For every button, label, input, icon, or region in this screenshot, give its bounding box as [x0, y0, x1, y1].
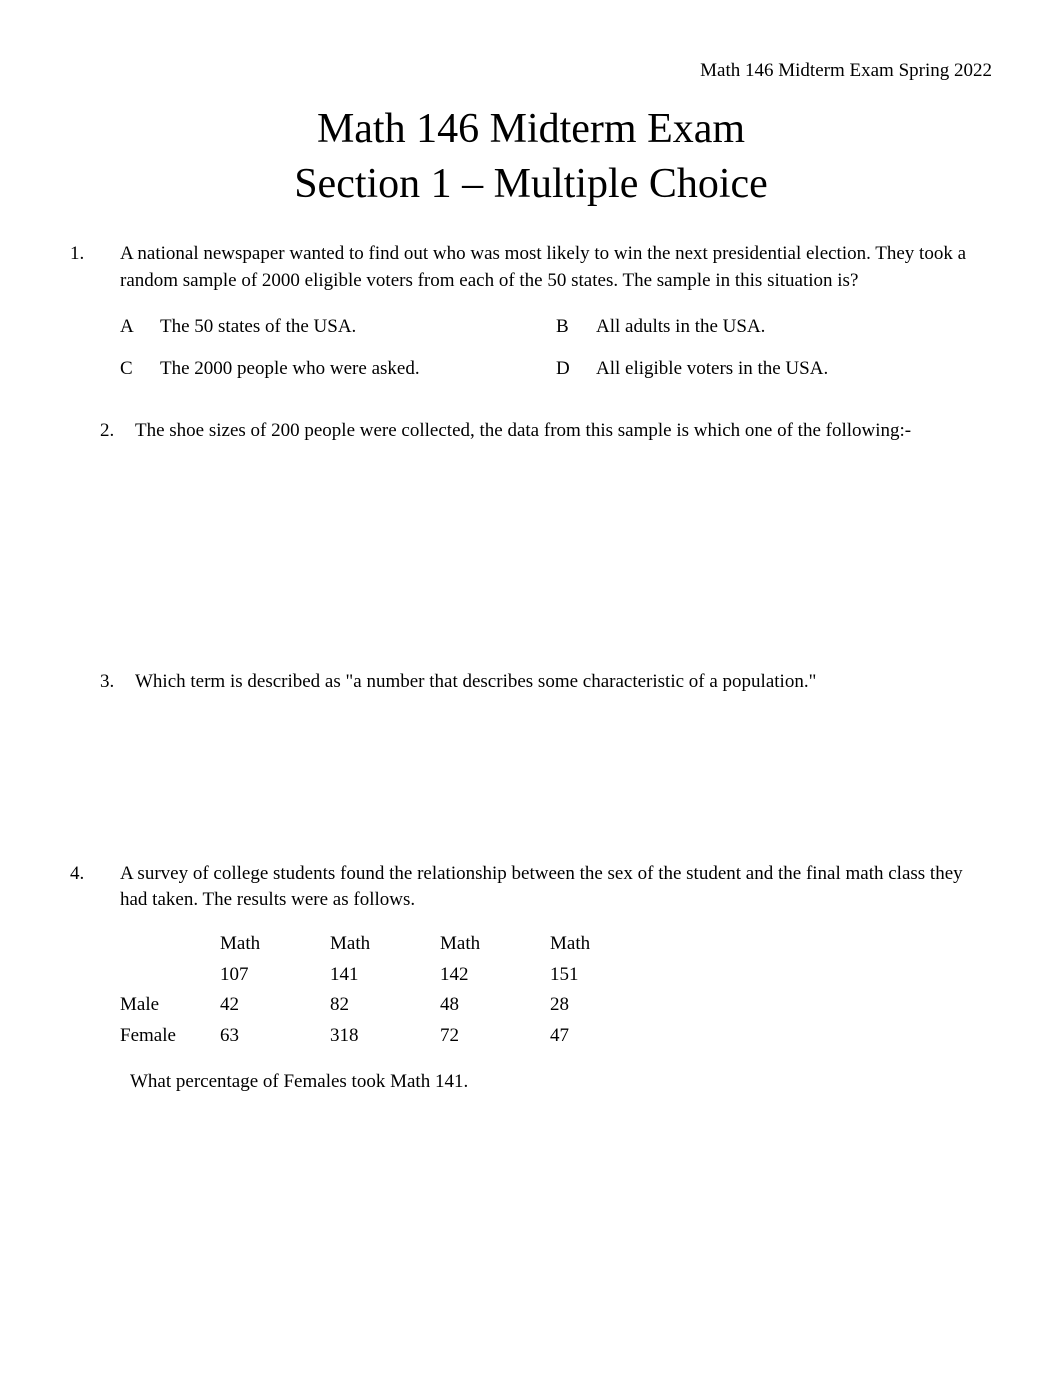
- q2-text: The shoe sizes of 200 people were collec…: [135, 418, 992, 445]
- blank-space: [70, 731, 992, 861]
- table-cell: 42: [220, 990, 330, 1021]
- option-letter: C: [120, 356, 160, 383]
- option-text: All eligible voters in the USA.: [596, 356, 992, 383]
- table-header: 142: [440, 960, 550, 991]
- option-letter: D: [556, 356, 596, 383]
- option-letter: A: [120, 314, 160, 341]
- option-letter: B: [556, 314, 596, 341]
- table-cell: 48: [440, 990, 550, 1021]
- table-cell: 72: [440, 1021, 550, 1052]
- option-text: All adults in the USA.: [596, 314, 992, 341]
- table-row: Male 42 82 48 28: [120, 990, 660, 1021]
- q1-number: 1.: [70, 241, 120, 294]
- page-header: Math 146 Midterm Exam Spring 2022: [70, 60, 992, 82]
- q4-text: A survey of college students found the r…: [120, 861, 992, 914]
- q1-option-b: B All adults in the USA.: [556, 314, 992, 341]
- q3-number: 3.: [100, 669, 135, 696]
- table-header: 107: [220, 960, 330, 991]
- blank-space: [70, 479, 992, 669]
- option-text: The 50 states of the USA.: [160, 314, 556, 341]
- q1-option-a: A The 50 states of the USA.: [120, 314, 556, 341]
- table-header: Math: [220, 929, 330, 960]
- q3-text: Which term is described as "a number tha…: [135, 669, 992, 696]
- table-cell: 63: [220, 1021, 330, 1052]
- data-table: Math Math Math Math 107 141 142 151 Male…: [120, 929, 660, 1051]
- table-cell: 318: [330, 1021, 440, 1052]
- row-label: Female: [120, 1021, 220, 1052]
- question-3: 3. Which term is described as "a number …: [70, 669, 992, 696]
- table-cell: 47: [550, 1021, 660, 1052]
- title-line2: Section 1 – Multiple Choice: [70, 157, 992, 212]
- q4-number: 4.: [70, 861, 120, 914]
- table-cell: 82: [330, 990, 440, 1021]
- question-2: 2. The shoe sizes of 200 people were col…: [70, 418, 992, 445]
- table-header: Math: [550, 929, 660, 960]
- q2-number: 2.: [100, 418, 135, 445]
- title-line1: Math 146 Midterm Exam: [70, 102, 992, 157]
- table-header: 141: [330, 960, 440, 991]
- header-text: Math 146 Midterm Exam Spring 2022: [700, 60, 992, 81]
- table-cell: 28: [550, 990, 660, 1021]
- q1-text: A national newspaper wanted to find out …: [120, 241, 992, 294]
- table-row: Female 63 318 72 47: [120, 1021, 660, 1052]
- q1-options: A The 50 states of the USA. B All adults…: [120, 314, 992, 382]
- q4-table: Math Math Math Math 107 141 142 151 Male…: [120, 929, 992, 1051]
- question-1: 1. A national newspaper wanted to find o…: [70, 241, 992, 382]
- table-header-row-1: Math Math Math Math: [120, 929, 660, 960]
- q1-option-c: C The 2000 people who were asked.: [120, 356, 556, 383]
- table-header: Math: [330, 929, 440, 960]
- table-header-row-2: 107 141 142 151: [120, 960, 660, 991]
- q1-option-d: D All eligible voters in the USA.: [556, 356, 992, 383]
- q4-sub-question: What percentage of Females took Math 141…: [130, 1069, 992, 1096]
- table-header: Math: [440, 929, 550, 960]
- document-title: Math 146 Midterm Exam Section 1 – Multip…: [70, 102, 992, 211]
- question-4: 4. A survey of college students found th…: [70, 861, 992, 1096]
- table-header: 151: [550, 960, 660, 991]
- option-text: The 2000 people who were asked.: [160, 356, 556, 383]
- row-label: Male: [120, 990, 220, 1021]
